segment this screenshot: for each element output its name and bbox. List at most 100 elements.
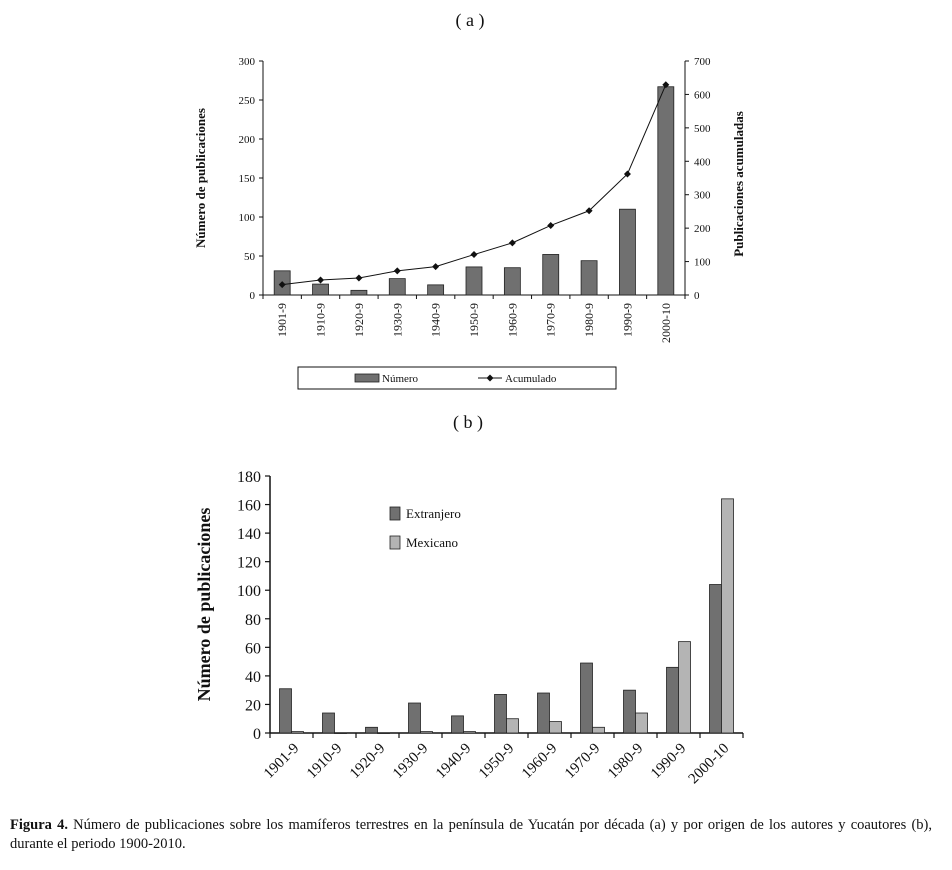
point-acumulado xyxy=(432,263,440,271)
y2-tick-label: 200 xyxy=(694,223,711,235)
bar-mexicano xyxy=(506,718,519,734)
bar-extranjero xyxy=(623,689,636,734)
point-acumulado xyxy=(470,251,478,259)
y-tick-label: 200 xyxy=(239,134,256,146)
bar-numero xyxy=(465,266,483,296)
x-tick-label: 1920-9 xyxy=(347,741,388,782)
y-tick-label: 140 xyxy=(237,526,261,543)
x-tick-label: 2000-10 xyxy=(659,303,673,343)
bar-mexicano xyxy=(420,731,433,734)
bar-numero xyxy=(580,260,598,296)
bar-numero xyxy=(427,284,445,296)
y-axis-title: Número de publicaciones xyxy=(193,108,208,248)
bar-mexicano xyxy=(592,726,605,734)
y2-tick-label: 600 xyxy=(694,89,711,101)
y2-tick-label: 400 xyxy=(694,156,711,168)
x-tick-label: 1901-9 xyxy=(275,303,289,337)
point-acumulado xyxy=(623,170,631,178)
bar-extranjero xyxy=(494,694,507,734)
x-tick-label: 2000-10 xyxy=(686,741,733,788)
legend-label-numero: Número xyxy=(382,373,419,385)
bar-numero xyxy=(619,208,636,296)
x-tick-label: 1980-9 xyxy=(582,303,596,337)
y-axis-title: Número de publicaciones xyxy=(194,508,214,702)
point-acumulado xyxy=(662,81,670,89)
caption-text: Número de publicaciones sobre los mamífe… xyxy=(10,817,932,852)
bar-numero xyxy=(312,283,329,296)
chart-b-publications-by-origin: 0 20 40 60 80 100 120 140 160 180 1901-9 1910-9 1920… xyxy=(194,469,744,788)
bar-extranjero xyxy=(451,715,464,734)
bar-mexicano xyxy=(334,732,347,734)
legend-swatch-extranjero xyxy=(389,506,401,521)
y-tick-label: 120 xyxy=(237,555,261,572)
bar-mexicano xyxy=(463,731,476,734)
figure-caption: Figura 4. Número de publicaciones sobre … xyxy=(10,816,932,854)
x-tick-label: 1930-9 xyxy=(390,741,431,782)
x-tick-label: 1950-9 xyxy=(476,741,517,782)
x-tick-label: 1910-9 xyxy=(304,741,345,782)
y-tick-label: 180 xyxy=(237,469,261,486)
panel-label-b: ( b ) xyxy=(453,412,483,432)
bar-numero xyxy=(542,254,560,296)
y-tick-label: 20 xyxy=(245,697,261,714)
legend-label-acumulado: Acumulado xyxy=(505,373,557,385)
x-tick-label: 1940-9 xyxy=(429,303,443,337)
legend-label-extranjero: Extranjero xyxy=(406,506,461,521)
caption-lead: Figura 4. xyxy=(10,817,68,833)
point-acumulado xyxy=(393,267,401,275)
y-tick-label: 80 xyxy=(245,612,261,629)
point-acumulado xyxy=(355,274,363,282)
point-acumulado xyxy=(547,221,555,229)
point-acumulado xyxy=(317,276,325,284)
bar-extranjero xyxy=(365,726,378,734)
bar-extranjero xyxy=(666,666,679,734)
y2-tick-label: 0 xyxy=(694,290,700,302)
legend-marker-acumulado xyxy=(486,374,494,382)
y-tick-label: 60 xyxy=(245,640,261,657)
bar-extranjero xyxy=(279,688,292,734)
x-tick-label: 1960-9 xyxy=(519,741,560,782)
bar-mexicano xyxy=(377,732,390,734)
point-acumulado xyxy=(585,207,593,215)
x-tick-label: 1970-9 xyxy=(562,741,603,782)
y2-tick-label: 700 xyxy=(694,56,711,68)
y2-tick-label: 300 xyxy=(694,190,711,202)
bar-numero xyxy=(350,289,368,296)
bar-extranjero xyxy=(580,662,593,734)
legend-swatch-numero xyxy=(354,373,380,383)
x-tick-label: 1901-9 xyxy=(261,741,302,782)
x-tick-label: 1970-9 xyxy=(544,303,558,337)
legend-swatch-mexicano xyxy=(389,535,401,550)
y-tick-label: 50 xyxy=(244,251,256,263)
legend-box xyxy=(297,366,617,390)
y-tick-label: 300 xyxy=(239,56,256,68)
x-tick-label: 1990-9 xyxy=(648,741,689,782)
x-tick-label: 1910-9 xyxy=(314,303,328,337)
bar-extranjero xyxy=(322,712,335,734)
x-tick-label: 1950-9 xyxy=(467,303,481,337)
x-tick-label: 1930-9 xyxy=(390,303,404,337)
y-tick-label: 150 xyxy=(239,173,256,185)
bar-mexicano xyxy=(721,498,734,734)
bar-mexicano xyxy=(635,712,648,734)
bar-mexicano xyxy=(549,721,562,734)
y-tick-label: 0 xyxy=(253,726,261,743)
bar-extranjero xyxy=(709,584,722,734)
bar-numero xyxy=(388,278,406,296)
bar-extranjero xyxy=(408,702,421,734)
chart-a-cumulative-publications: 0 50 100 150 200 250 300 0 100 200 300 400 500 600 700… xyxy=(193,56,746,390)
x-tick-label: 1960-9 xyxy=(505,303,519,337)
y2-tick-label: 500 xyxy=(694,123,711,135)
y2-tick-label: 100 xyxy=(694,257,711,269)
bar-mexicano xyxy=(291,731,304,734)
y2-axis-title: Publicaciones acumuladas xyxy=(731,111,746,257)
y-tick-label: 160 xyxy=(237,498,261,515)
x-tick-label: 1940-9 xyxy=(433,741,474,782)
x-tick-label: 1920-9 xyxy=(352,303,366,337)
x-tick-label: 1980-9 xyxy=(605,741,646,782)
bar-extranjero xyxy=(537,692,550,734)
y-tick-label: 40 xyxy=(245,669,261,686)
y-tick-label: 0 xyxy=(250,290,256,302)
y-tick-label: 100 xyxy=(237,583,261,600)
bar-numero xyxy=(503,267,521,296)
